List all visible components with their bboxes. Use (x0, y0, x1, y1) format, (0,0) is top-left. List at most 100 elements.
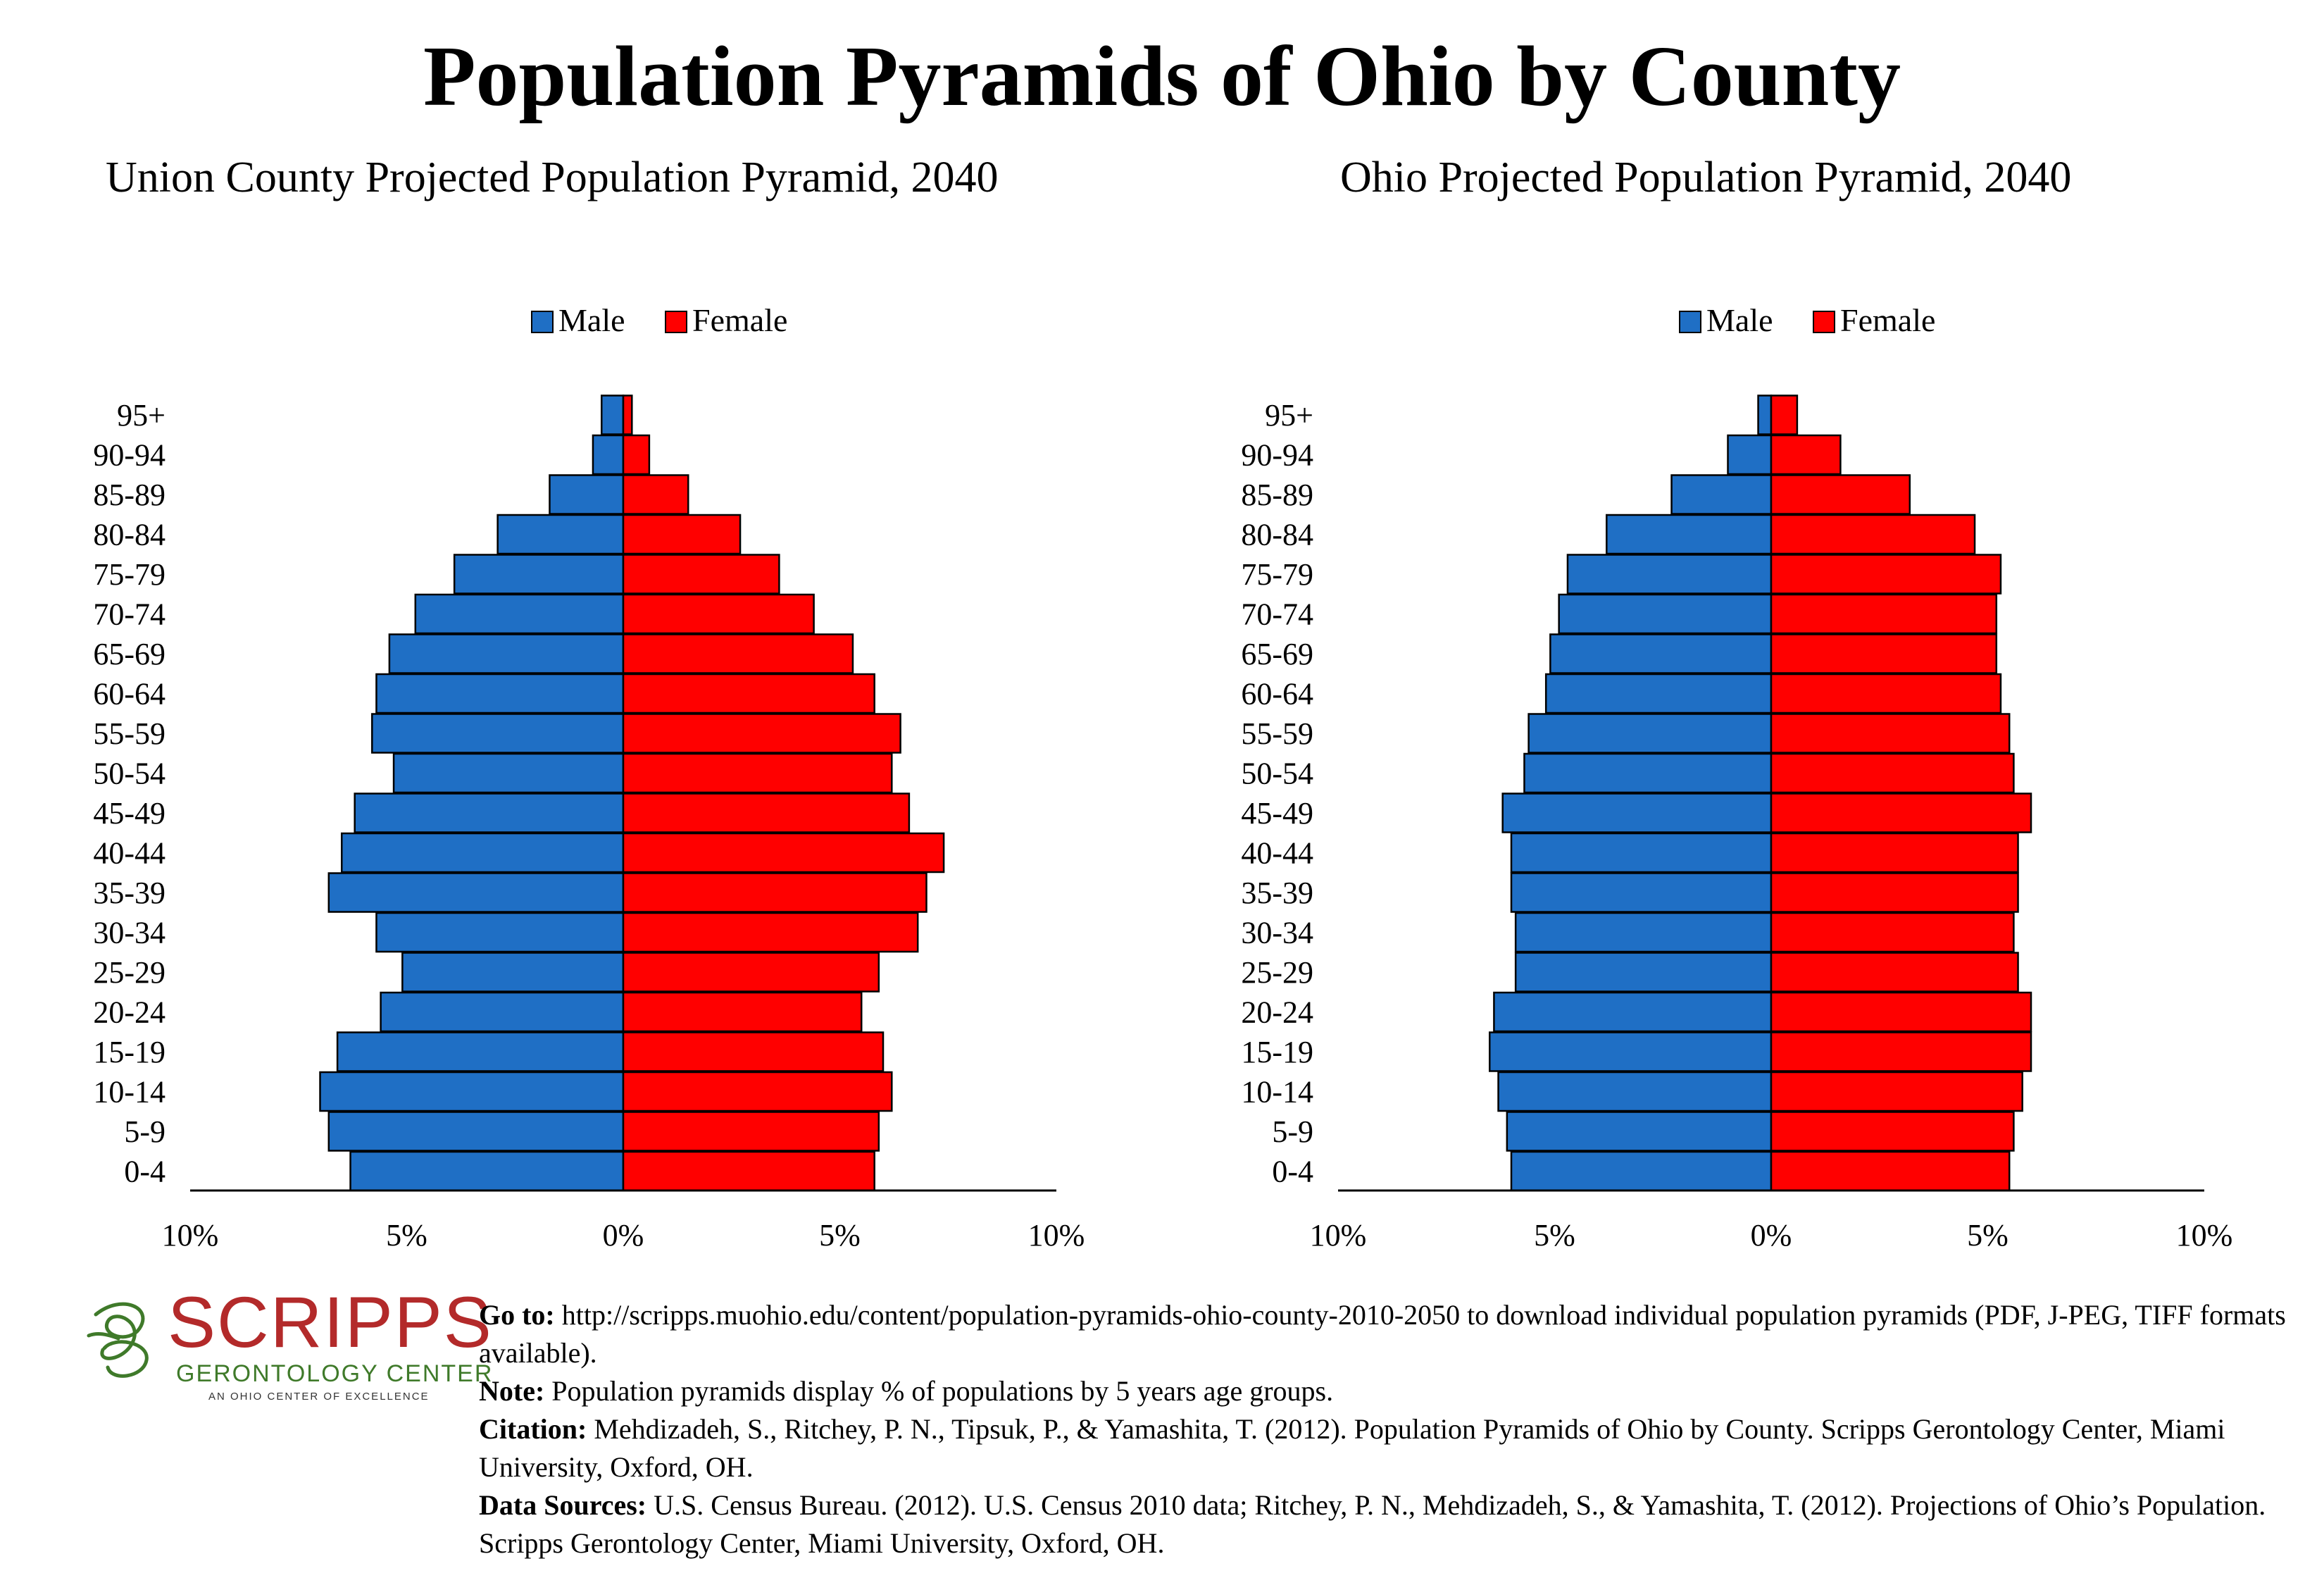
female-bar (1770, 1111, 2015, 1152)
union-chart-title: Union County Projected Population Pyrami… (106, 154, 999, 201)
citation: Citation: Mehdizadeh, S., Ritchey, P. N.… (479, 1410, 2310, 1486)
legend-label-male: Male (1706, 302, 1773, 338)
male-bar (319, 1071, 625, 1112)
female-bar (622, 752, 893, 794)
age-group-label: 50-54 (93, 757, 165, 791)
age-group-label: 45-49 (1241, 796, 1313, 831)
x-tick-label: 10% (1028, 1218, 1085, 1253)
male-bar (1506, 1111, 1773, 1152)
scripps-logo: SCRIPPS GERONTOLOGY CENTER AN OHIO CENTE… (83, 1283, 492, 1409)
union-county-pyramid-chart: Male Female 0-4 5-9 10-14 15-19 20-24 25-29 30-3… (93, 302, 1085, 1253)
age-group-label: 95+ (117, 398, 165, 433)
x-tick-label: 10% (162, 1218, 219, 1253)
age-group-label: 55-59 (93, 716, 165, 751)
female-bar (622, 394, 633, 435)
legend-swatch-female (665, 311, 687, 333)
male-bar (349, 1150, 625, 1192)
male-bar (1510, 872, 1773, 913)
male-bar (327, 872, 625, 913)
note: Note: Population pyramids display % of p… (479, 1372, 2310, 1410)
female-bar (1770, 872, 2019, 913)
male-bar (1510, 1150, 1773, 1192)
x-tick-label: 5% (386, 1218, 427, 1253)
female-bar (622, 673, 875, 714)
female-bar (1770, 633, 1998, 674)
female-bar (622, 1150, 875, 1192)
age-group-label: 55-59 (1241, 716, 1313, 751)
female-bar (622, 1111, 880, 1152)
legend: Male Female (1679, 302, 1935, 338)
goto-text: http://scripps.muohio.edu/content/popula… (479, 1299, 2286, 1369)
legend: Male Female (531, 302, 787, 338)
age-group-label: 85-89 (1241, 478, 1313, 512)
age-group-label: 15-19 (1241, 1035, 1313, 1069)
male-bar (496, 514, 625, 555)
male-bar (1514, 952, 1773, 993)
male-bar (1493, 991, 1773, 1033)
female-bar (1770, 1150, 2011, 1192)
age-group-label: 65-69 (1241, 637, 1313, 671)
ohio-pyramid-chart: Male Female 0-4 5-9 10-14 15-19 20-24 25-29 30-3… (1241, 302, 2233, 1253)
female-bar (622, 713, 901, 754)
male-bar (1549, 633, 1773, 674)
note-label: Note: (479, 1375, 545, 1407)
female-bar (622, 912, 919, 953)
legend-swatch-male (531, 311, 554, 333)
male-bar (375, 912, 625, 953)
legend-label-female: Female (1840, 302, 1935, 338)
male-bar (549, 474, 625, 515)
x-tick-label: 10% (1310, 1218, 1367, 1253)
sources-label: Data Sources: (479, 1489, 647, 1521)
female-bar (1770, 434, 1842, 476)
age-group-label: 5-9 (124, 1114, 165, 1149)
female-bar (622, 832, 945, 874)
age-group-label: 35-39 (93, 876, 165, 910)
x-tick-label: 5% (819, 1218, 861, 1253)
logo-wordmark: SCRIPPS (168, 1282, 493, 1362)
female-bar (622, 952, 880, 993)
age-group-label: 5-9 (1272, 1114, 1313, 1149)
legend-label-male: Male (558, 302, 625, 338)
x-tick-label: 5% (1967, 1218, 2008, 1253)
age-group-label: 30-34 (93, 916, 165, 950)
x-tick-label: 5% (1534, 1218, 1575, 1253)
age-group-label: 80-84 (93, 518, 165, 552)
male-bar (1497, 1071, 1773, 1112)
age-group-label: 70-74 (93, 597, 165, 632)
male-bar (414, 593, 625, 635)
female-bar (622, 1071, 893, 1112)
female-bar (1770, 912, 2015, 953)
logo-tagline: AN OHIO CENTER OF EXCELLENCE (208, 1391, 430, 1403)
male-bar (392, 752, 625, 794)
male-bar (1606, 514, 1773, 555)
female-bar (622, 792, 911, 833)
female-bar (622, 991, 863, 1033)
female-bar (622, 474, 689, 515)
male-bar (1501, 792, 1773, 833)
age-group-label: 85-89 (93, 478, 165, 512)
female-bar (1770, 792, 2032, 833)
age-group-label: 50-54 (1241, 757, 1313, 791)
male-bar (1489, 1031, 1773, 1072)
female-bar (622, 593, 815, 635)
main-title: Population Pyramids of Ohio by County (423, 29, 1901, 124)
male-bar (336, 1031, 625, 1072)
age-group-label: 65-69 (93, 637, 165, 671)
age-group-label: 60-64 (1241, 677, 1313, 711)
female-bar (1770, 474, 1911, 515)
male-bar (1566, 554, 1773, 595)
age-group-label: 20-24 (1241, 995, 1313, 1030)
x-tick-label: 10% (2176, 1218, 2233, 1253)
female-bar (1770, 593, 1998, 635)
data-sources: Data Sources: U.S. Census Bureau. (2012)… (479, 1486, 2310, 1562)
female-bar (1770, 394, 1799, 435)
logo-subtitle: GERONTOLOGY CENTER (176, 1360, 494, 1387)
age-group-label: 15-19 (93, 1035, 165, 1069)
age-group-label: 80-84 (1241, 518, 1313, 552)
male-bar (1523, 752, 1773, 794)
male-bar (592, 434, 625, 476)
sources-text: U.S. Census Bureau. (2012). U.S. Census … (479, 1489, 2266, 1559)
male-bar (1670, 474, 1773, 515)
female-bar (1770, 713, 2011, 754)
female-bar (1770, 991, 2032, 1033)
